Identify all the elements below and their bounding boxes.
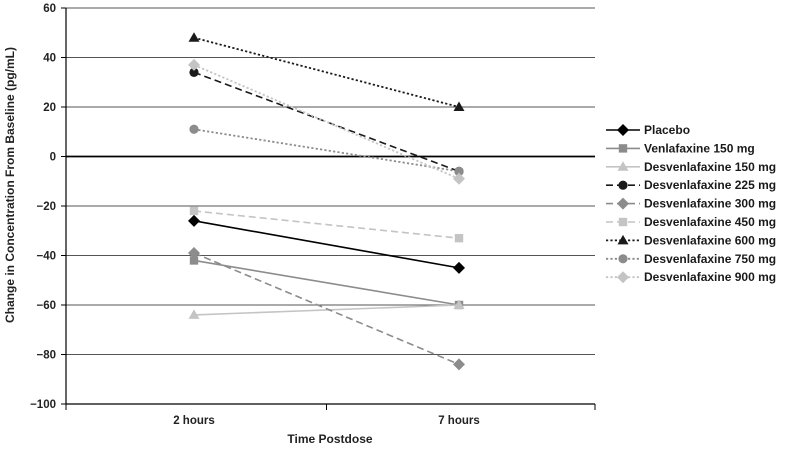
x-tick-label: 2 hours [173,415,215,427]
legend-item: Desvenlafaxine 300 mg [606,197,776,211]
legend-item: Placebo [606,123,690,137]
legend-marker [617,271,629,284]
series-line [193,259,460,306]
legend-item: Desvenlafaxine 150 mg [606,160,776,174]
legend-marker [617,234,629,245]
data-point [453,101,465,111]
legend-label: Desvenlafaxine 450 mg [644,215,776,229]
data-point [188,309,200,319]
data-point [453,172,465,185]
x-tick-labels: 2 hours 7 hours [173,415,480,427]
y-tick-label: 0 [50,152,56,164]
legend-label: Desvenlafaxine 600 mg [644,233,776,247]
legend-marker [618,254,628,264]
legend-item: Desvenlafaxine 750 mg [606,252,776,266]
legend-item: Desvenlafaxine 450 mg [606,215,776,229]
series-desvenlafaxine-450-mg [189,206,464,243]
series-line [193,220,460,269]
data-point [188,58,200,71]
data-point [454,166,464,176]
series-line [193,71,460,173]
data-point [453,358,465,371]
y-tick-label: −80 [36,350,56,362]
series-placebo [188,214,465,274]
series-desvenlafaxine-600-mg [188,32,465,111]
data-point [453,299,465,309]
data-point [189,256,199,265]
legend-label: Desvenlafaxine 900 mg [644,270,776,284]
series-line [193,210,460,239]
y-tick-label: −40 [36,251,56,263]
legend-marker [617,124,629,136]
series-desvenlafaxine-150-mg [188,299,465,319]
legend-label: Venlafaxine 150 mg [644,141,755,155]
data-point [454,233,464,243]
data-point [189,206,199,216]
legend-item: Desvenlafaxine 225 mg [606,178,776,192]
data-point [188,32,200,42]
series-venlafaxine-150-mg [189,256,464,310]
y-axis-title: Change in Concentration From Baseline (p… [3,47,17,323]
legend-label: Desvenlafaxine 300 mg [644,197,776,211]
legend-marker [617,197,629,210]
data-point [189,67,199,77]
y-tick-label: −100 [30,399,56,411]
legend-item: Venlafaxine 150 mg [606,141,755,155]
y-tick-labels: 60 40 20 0 −20 −40 −60 −80 −100 [30,3,56,411]
y-tick-label: −60 [36,300,56,312]
legend-label: Desvenlafaxine 150 mg [644,160,776,174]
legend-item: Desvenlafaxine 600 mg [606,233,776,247]
series-group [188,32,465,371]
legend: Placebo Venlafaxine 150 mg Desvenlafaxine … [606,123,776,284]
series-line [193,252,460,366]
data-point [453,261,465,274]
data-point [189,124,199,134]
y-tick-label: −20 [36,201,56,213]
y-tick-label: 40 [43,53,56,65]
legend-marker [618,217,628,227]
legend-marker [618,144,628,153]
series-line [193,304,460,316]
series-line [193,64,460,180]
axes [61,7,596,410]
series-desvenlafaxine-225-mg [189,67,464,176]
series-desvenlafaxine-300-mg [188,247,465,371]
data-point [188,214,200,227]
x-axis-title: Time Postdose [287,432,372,446]
legend-label: Desvenlafaxine 225 mg [644,178,776,192]
legend-label: Desvenlafaxine 750 mg [644,252,776,266]
y-tick-label: 20 [43,102,56,114]
legend-item: Desvenlafaxine 900 mg [606,270,776,284]
legend-marker [618,180,628,190]
series-line [193,128,460,173]
grid-lines [66,7,595,355]
data-point [188,247,200,260]
y-tick-label: 60 [43,3,56,15]
legend-label: Placebo [644,123,690,137]
legend-marker [617,161,629,171]
series-line [193,36,460,108]
series-desvenlafaxine-750-mg [189,124,464,176]
series-desvenlafaxine-900-mg [188,58,465,185]
x-tick-label: 7 hours [438,415,480,427]
